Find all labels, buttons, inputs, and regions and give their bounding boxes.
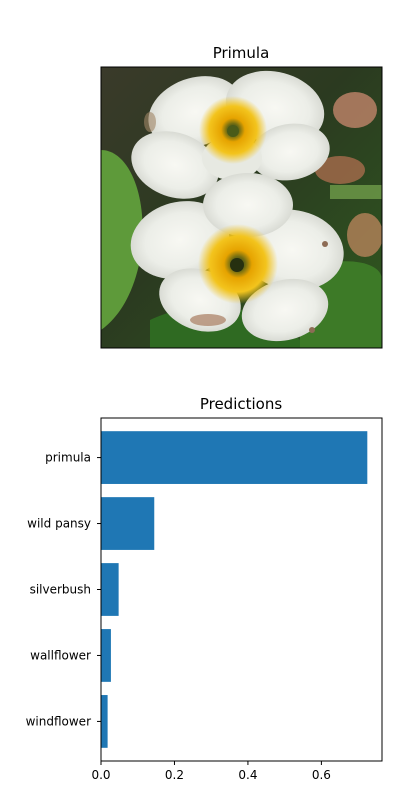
y-tick-label: wild pansy xyxy=(27,517,91,531)
y-axis: primula wild pansy silverbush wallflower win… xyxy=(26,451,101,728)
photo-frame xyxy=(100,66,383,349)
bar-silverbush xyxy=(101,563,119,616)
bar-primula xyxy=(101,431,368,484)
x-tick-label: 0.6 xyxy=(312,768,331,782)
y-tick-label: primula xyxy=(45,451,91,465)
y-tick-label: silverbush xyxy=(30,583,91,597)
y-tick-label: wallflower xyxy=(30,648,91,662)
bar-windflower xyxy=(101,695,108,748)
flower-photo xyxy=(101,67,382,348)
x-tick-label: 0.2 xyxy=(165,768,184,782)
x-axis: 0.0 0.2 0.4 0.6 xyxy=(91,761,331,782)
bar-wallflower xyxy=(101,629,111,682)
chart-title: Predictions xyxy=(200,395,283,413)
bars-group xyxy=(101,431,368,748)
x-tick-label: 0.4 xyxy=(238,768,257,782)
bar-wild-pansy xyxy=(101,497,155,550)
image-title: Primula xyxy=(213,44,270,62)
x-tick-label: 0.0 xyxy=(91,768,110,782)
plot-frame xyxy=(100,417,383,762)
y-tick-label: windflower xyxy=(26,714,91,728)
